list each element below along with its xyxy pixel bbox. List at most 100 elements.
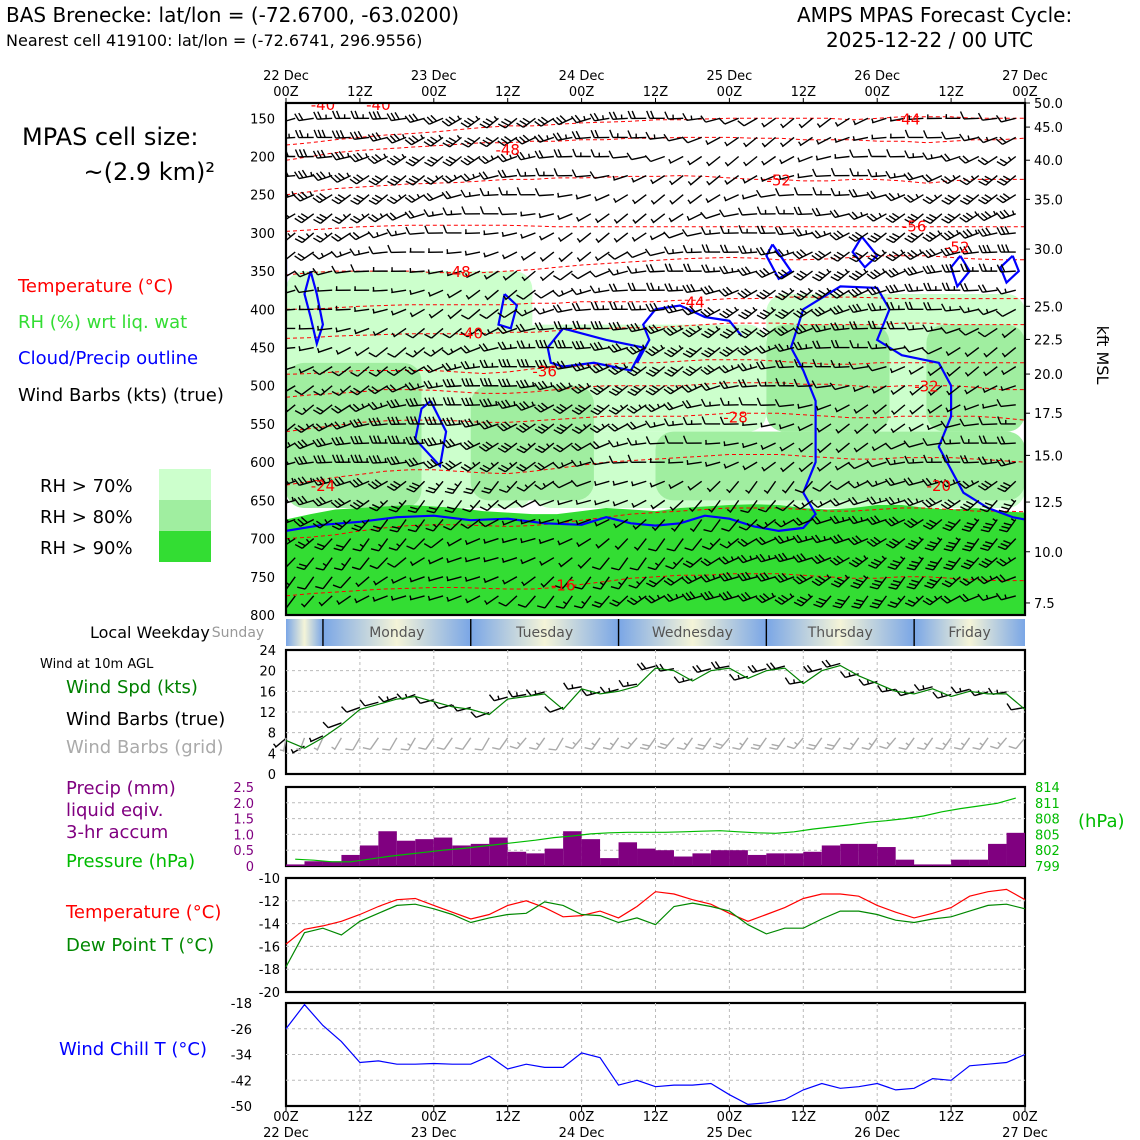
upper-air-barb-flag xyxy=(778,553,785,561)
upper-air-barb-flag xyxy=(999,458,1006,466)
upper-air-barb-flag xyxy=(774,575,781,583)
upper-air-barb-flag xyxy=(678,325,683,330)
upper-air-barb-flag xyxy=(849,339,854,348)
upper-air-barb xyxy=(521,308,536,317)
upper-air-barb-flag xyxy=(685,575,693,583)
upper-air-barb xyxy=(983,576,998,585)
upper-air-barb-flag xyxy=(447,487,456,491)
grid-wind-barb xyxy=(942,737,952,750)
kft-axis-label: kft MSL xyxy=(1093,326,1112,385)
upper-air-barb-flag xyxy=(537,381,544,390)
upper-air-barb xyxy=(705,270,721,273)
grid-wind-barb xyxy=(299,737,306,752)
upper-air-barb-flag xyxy=(815,323,821,332)
upper-air-barb-flag xyxy=(910,232,919,238)
upper-air-barb-flag xyxy=(500,153,508,161)
nearest-cell: Nearest cell 419100: lat/lon = (-72.6741… xyxy=(6,31,423,50)
upper-air-barb xyxy=(669,155,684,164)
upper-air-barb-flag xyxy=(386,457,392,465)
upper-air-barb-flag xyxy=(892,251,900,257)
upper-air-barb-flag xyxy=(404,196,413,203)
upper-air-barb xyxy=(483,557,499,563)
upper-air-barb-flag xyxy=(799,307,808,314)
upper-air-barb-flag xyxy=(553,321,559,330)
upper-air-barb-flag xyxy=(339,251,342,256)
upper-air-barb-flag xyxy=(826,574,830,579)
upper-air-barb-flag xyxy=(294,149,300,158)
upper-air-barb xyxy=(797,346,813,351)
upper-air-barb-flag xyxy=(330,250,338,258)
upper-air-barb xyxy=(356,385,370,396)
upper-air-barb-flag xyxy=(354,598,358,603)
windchill-label: Wind Chill T (°C) xyxy=(59,1039,207,1060)
upper-air-barb xyxy=(837,423,850,434)
upper-air-barb-flag xyxy=(276,273,282,278)
upper-air-barb xyxy=(784,480,795,494)
pressure-tick-label: 500 xyxy=(250,380,275,395)
upper-air-barb-flag xyxy=(807,287,812,292)
upper-air-barb-flag xyxy=(930,154,933,159)
upper-air-barb-flag xyxy=(534,406,542,413)
upper-air-barb-flag xyxy=(978,245,983,253)
upper-air-barb-flag xyxy=(908,301,914,310)
upper-air-barb-flag xyxy=(918,556,923,560)
upper-air-barb-flag xyxy=(374,153,382,161)
upper-air-barb xyxy=(354,270,370,273)
upper-air-barb-flag xyxy=(316,520,324,527)
upper-air-barb-flag xyxy=(664,111,669,120)
upper-air-barb xyxy=(411,557,425,567)
upper-air-barb-flag xyxy=(867,303,873,312)
upper-air-barb-flag xyxy=(682,352,691,358)
upper-air-barb-flag xyxy=(316,234,324,241)
upper-air-barb-flag xyxy=(966,559,975,564)
cloud-outline xyxy=(286,285,1025,533)
upper-air-barb-flag xyxy=(884,497,892,506)
precip-bar xyxy=(378,831,397,866)
upper-air-barb-flag xyxy=(693,384,697,389)
upper-air-barb-flag xyxy=(442,142,451,148)
upper-air-barb-flag xyxy=(964,544,973,549)
upper-air-barb-flag xyxy=(280,479,285,485)
upper-air-barb-flag xyxy=(294,427,302,433)
surface-wind-barb-flag xyxy=(858,678,865,686)
upper-air-barb-flag xyxy=(982,403,985,409)
upper-air-barb-flag xyxy=(685,350,694,356)
upper-air-barb xyxy=(396,538,407,551)
surface-wind-barb-flag xyxy=(1006,703,1012,711)
upper-air-barb-flag xyxy=(648,579,657,585)
upper-air-barb-flag xyxy=(989,575,993,580)
upper-air-barb-flag xyxy=(576,542,580,547)
upper-air-barb-flag xyxy=(464,140,472,146)
upper-air-barb xyxy=(689,557,703,568)
upper-air-barb-flag xyxy=(339,436,345,445)
upper-air-barb xyxy=(520,155,536,161)
upper-air-barb xyxy=(650,480,666,488)
upper-air-barb-flag xyxy=(888,477,895,485)
upper-air-barb-flag xyxy=(527,153,531,158)
upper-air-barb-flag xyxy=(688,365,697,372)
upper-air-barb xyxy=(982,404,998,409)
bottom-date-label: 27 Dec xyxy=(1002,1126,1048,1140)
upper-air-barb-flag xyxy=(756,294,764,300)
upper-air-barb xyxy=(286,423,296,433)
upper-air-barb-flag xyxy=(519,424,527,431)
upper-air-barb-flag xyxy=(997,416,1002,425)
upper-air-barb-flag xyxy=(721,527,730,532)
upper-air-barb xyxy=(912,595,924,607)
upper-air-barb-flag xyxy=(460,523,469,529)
upper-air-barb-flag xyxy=(903,478,910,486)
upper-air-barb-flag xyxy=(300,516,308,524)
upper-air-barb-flag xyxy=(977,331,986,338)
upper-air-barb xyxy=(854,117,869,126)
grid-wind-barb-flag xyxy=(548,748,557,751)
upper-air-barb-flag xyxy=(464,273,468,278)
upper-air-barb xyxy=(779,404,795,408)
surface-wind-barb-flag xyxy=(581,689,588,696)
upper-air-barb-flag xyxy=(1002,193,1011,199)
upper-air-barb-flag xyxy=(589,457,596,465)
upper-air-barb-flag xyxy=(372,417,378,426)
upper-air-barb-flag xyxy=(997,244,1002,253)
upper-air-barb-flag xyxy=(357,250,361,255)
upper-air-barb-flag xyxy=(796,310,804,316)
upper-air-barb-flag xyxy=(479,467,488,473)
